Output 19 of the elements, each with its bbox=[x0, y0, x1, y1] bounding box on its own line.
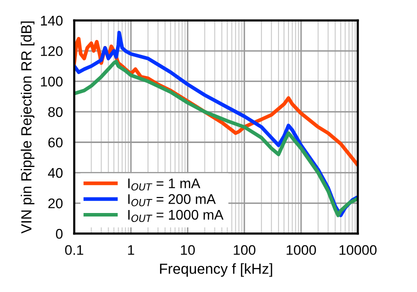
legend-label: I$_{OUT}$ = 200 mA bbox=[128, 194, 216, 206]
x-tick-label: 10 bbox=[180, 245, 195, 255]
x-tick-label: 100 bbox=[234, 245, 256, 255]
x-tick-label: 0.1 bbox=[65, 245, 84, 255]
legend-label: I$_{OUT}$ = 1 mA bbox=[128, 178, 200, 191]
x-tick-label: 10000 bbox=[340, 245, 377, 255]
y-tick-label: 40 bbox=[48, 168, 63, 178]
y-axis-title: VIN pin Ripple Rejection RR [dB] bbox=[20, 21, 34, 234]
y-tick-label: 60 bbox=[48, 138, 63, 148]
y-tick-label: 140 bbox=[41, 16, 63, 26]
y-tick-label: 80 bbox=[48, 107, 63, 117]
y-tick-label: 0 bbox=[56, 228, 63, 239]
y-tick-label: 20 bbox=[48, 198, 63, 208]
y-tick-label: 120 bbox=[41, 46, 63, 56]
x-tick-label: 1 bbox=[128, 245, 134, 255]
y-tick-label: 100 bbox=[41, 76, 63, 87]
x-axis-title: Frequency f [kHz] bbox=[160, 263, 272, 277]
legend-label: I$_{OUT}$ = 1000 mA bbox=[128, 210, 224, 222]
x-tick-label: 1000 bbox=[286, 245, 316, 255]
